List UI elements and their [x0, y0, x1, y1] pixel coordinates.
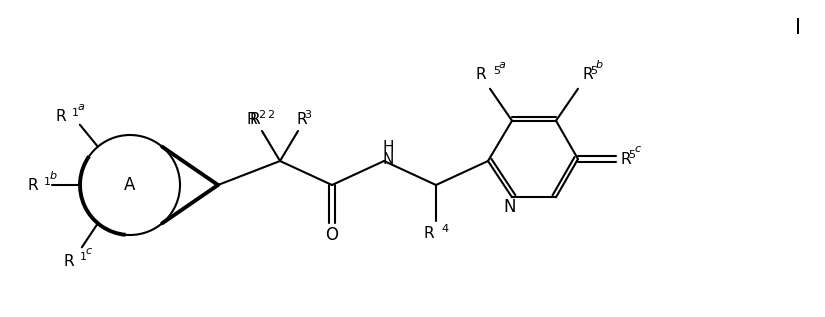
Text: 5: 5 — [628, 150, 635, 160]
Text: 1: 1 — [80, 252, 87, 262]
Text: b: b — [50, 171, 57, 181]
Text: c: c — [634, 144, 640, 154]
Text: R: R — [296, 112, 307, 126]
Text: R: R — [247, 112, 257, 126]
Text: R: R — [582, 67, 592, 82]
Text: 5: 5 — [590, 66, 597, 76]
Text: a: a — [499, 60, 506, 70]
Text: R: R — [55, 109, 66, 124]
Text: 1: 1 — [44, 177, 51, 187]
Text: c: c — [86, 246, 92, 256]
Text: R: R — [423, 225, 434, 241]
Text: R: R — [475, 67, 486, 82]
Text: 5: 5 — [493, 66, 500, 76]
Text: N: N — [382, 152, 394, 166]
Text: 1: 1 — [72, 108, 79, 118]
Text: 3: 3 — [304, 110, 311, 120]
Text: R: R — [27, 178, 38, 192]
Text: R: R — [620, 152, 630, 166]
Text: b: b — [596, 60, 603, 70]
Text: 4: 4 — [441, 224, 448, 234]
Text: R: R — [64, 254, 74, 269]
Text: 2: 2 — [267, 110, 274, 120]
Text: a: a — [78, 102, 85, 112]
Text: O: O — [326, 226, 338, 244]
Text: H: H — [382, 139, 394, 154]
Text: I: I — [795, 18, 801, 38]
Text: N: N — [504, 198, 516, 216]
Text: A: A — [125, 176, 135, 194]
Text: 2: 2 — [258, 110, 265, 120]
Text: R: R — [249, 112, 260, 126]
